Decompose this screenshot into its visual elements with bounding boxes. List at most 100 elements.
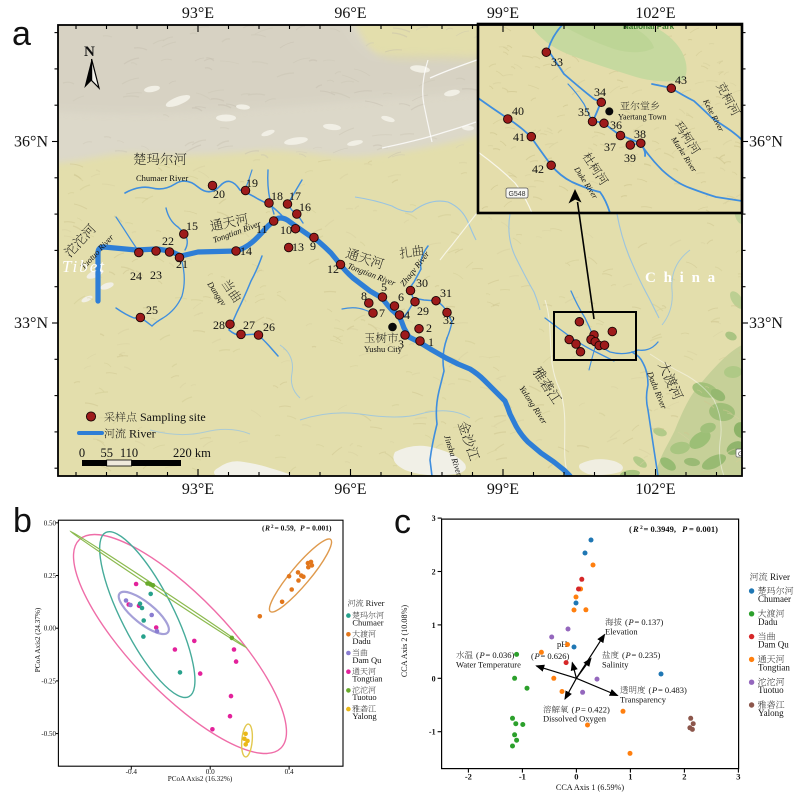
svg-text:Water Temperature: Water Temperature (456, 660, 521, 670)
svg-text:P: P (479, 650, 485, 660)
svg-text:= 0.3949,: = 0.3949, (644, 524, 676, 534)
svg-text:38: 38 (634, 127, 646, 141)
svg-text:Yaertang Town: Yaertang Town (618, 113, 666, 122)
svg-text:Dam Qu: Dam Qu (352, 655, 382, 665)
svg-text:Tuotuo: Tuotuo (352, 692, 376, 702)
svg-text:26: 26 (263, 320, 275, 334)
svg-text:Tongtian: Tongtian (352, 674, 383, 684)
svg-text:-2: -2 (465, 772, 472, 782)
svg-text:= 0.59,: = 0.59, (275, 524, 296, 533)
svg-text:CCA Axis 1 (6.59%): CCA Axis 1 (6.59%) (556, 783, 625, 792)
svg-text:99°E: 99°E (487, 481, 519, 498)
svg-text:(: ( (531, 651, 534, 661)
svg-text:0.4: 0.4 (285, 768, 294, 776)
svg-text:Dam Qu: Dam Qu (758, 640, 789, 650)
svg-text:-1: -1 (429, 728, 436, 737)
svg-text:G548: G548 (508, 191, 525, 198)
svg-text:3: 3 (736, 772, 740, 782)
svg-text:Yushu City: Yushu City (364, 344, 403, 354)
svg-text:43: 43 (675, 73, 687, 87)
svg-text:P: P (574, 705, 580, 715)
svg-text:P: P (625, 650, 631, 660)
svg-text:Elevation: Elevation (605, 627, 638, 637)
svg-text:99°E: 99°E (487, 5, 519, 22)
svg-text:R: R (632, 524, 639, 534)
svg-text:= 0.422): = 0.422) (581, 705, 610, 715)
svg-text:Chumaer: Chumaer (758, 594, 791, 604)
svg-text:93°E: 93°E (182, 5, 214, 22)
svg-text:0: 0 (79, 446, 85, 460)
svg-text:17: 17 (289, 189, 301, 203)
svg-text:G: G (738, 451, 743, 458)
svg-text:-0.50: -0.50 (41, 730, 56, 738)
svg-text:Tibet: Tibet (62, 257, 106, 276)
svg-text:= 0.483): = 0.483) (658, 685, 687, 695)
svg-text:102°E: 102°E (635, 481, 675, 498)
svg-text:PCoA Axis2 (16.32%): PCoA Axis2 (16.32%) (168, 775, 233, 783)
svg-text:-1: -1 (519, 772, 526, 782)
svg-text:25: 25 (146, 303, 158, 317)
svg-text:9: 9 (310, 239, 316, 253)
svg-text:= 0.137): = 0.137) (635, 617, 664, 627)
svg-text:= 0.036): = 0.036) (486, 650, 515, 660)
svg-text:(: ( (476, 650, 479, 660)
svg-text:0: 0 (574, 772, 578, 782)
svg-text:3: 3 (432, 514, 436, 523)
svg-text:1: 1 (432, 621, 436, 630)
svg-text:10: 10 (280, 223, 292, 237)
svg-text:29: 29 (417, 304, 429, 318)
svg-text:4: 4 (404, 308, 410, 322)
svg-text:P: P (300, 524, 305, 533)
svg-text:= 0.626): = 0.626) (541, 651, 570, 661)
svg-text:b: b (13, 502, 32, 540)
svg-text:23: 23 (150, 268, 162, 282)
svg-text:(: ( (572, 705, 575, 715)
svg-text:0.00: 0.00 (44, 625, 57, 633)
svg-text:River: River (366, 598, 385, 608)
svg-text:R: R (264, 524, 270, 533)
svg-text:2: 2 (271, 525, 274, 530)
svg-text:35: 35 (578, 105, 590, 119)
svg-text:33°N: 33°N (749, 315, 783, 332)
svg-text:(: ( (649, 685, 652, 695)
svg-text:0: 0 (432, 674, 436, 683)
svg-text:-0.25: -0.25 (41, 677, 56, 685)
svg-text:40: 40 (512, 104, 524, 118)
svg-text:24: 24 (130, 269, 142, 283)
svg-text:Yalong: Yalong (758, 708, 784, 718)
svg-text:C h i n a: C h i n a (645, 270, 717, 286)
svg-text:36°N: 36°N (14, 134, 48, 151)
svg-text:32: 32 (443, 313, 455, 327)
svg-text:11: 11 (256, 222, 268, 236)
svg-text:Tuotuo: Tuotuo (758, 685, 784, 695)
svg-text:28: 28 (213, 318, 225, 332)
svg-text:Salinity: Salinity (602, 660, 629, 670)
svg-text:= 0.001): = 0.001) (689, 524, 718, 534)
svg-text:7: 7 (379, 306, 385, 320)
svg-text:(: ( (625, 617, 628, 627)
svg-text:Dadu: Dadu (352, 636, 371, 646)
svg-text:37: 37 (604, 140, 616, 154)
svg-text:36°N: 36°N (749, 134, 783, 151)
svg-text:22: 22 (162, 234, 174, 248)
svg-text:2: 2 (640, 525, 643, 531)
svg-text:Yalong: Yalong (352, 711, 377, 721)
svg-text:36: 36 (610, 118, 622, 132)
svg-text:(: ( (262, 524, 265, 533)
svg-text:(: ( (629, 524, 632, 534)
svg-text:1: 1 (628, 772, 632, 782)
svg-text:6: 6 (398, 290, 404, 304)
svg-text:National Park: National Park (623, 22, 675, 31)
svg-text:= 0.001): = 0.001) (306, 524, 332, 533)
svg-text:2: 2 (682, 772, 686, 782)
svg-text:pH: pH (557, 639, 567, 649)
svg-text:-0.4: -0.4 (126, 768, 138, 776)
svg-text:c: c (394, 503, 411, 541)
svg-text:14: 14 (240, 244, 252, 258)
svg-text:1: 1 (428, 335, 434, 349)
svg-text:(: ( (622, 650, 625, 660)
svg-text:P: P (682, 524, 688, 534)
svg-text:33°N: 33°N (14, 315, 48, 332)
svg-text:55: 55 (100, 446, 113, 460)
svg-text:2: 2 (426, 321, 432, 335)
